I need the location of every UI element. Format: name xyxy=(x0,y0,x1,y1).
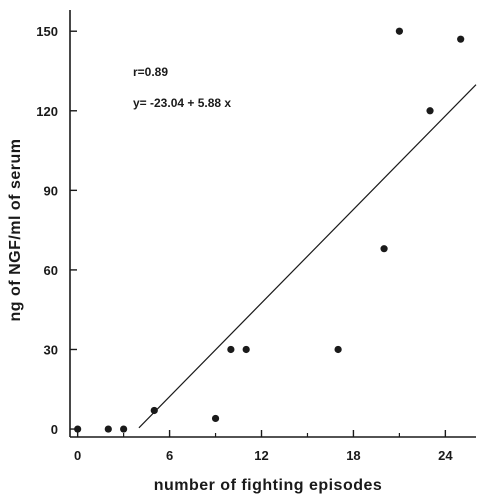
ticks xyxy=(70,30,447,437)
data-point xyxy=(426,107,434,115)
y-tick-label: 0 xyxy=(51,422,58,437)
y-tick-label: 120 xyxy=(36,104,58,119)
tick-labels: 0 30 60 90 120 150 0 6 12 18 24 xyxy=(36,24,453,463)
data-point xyxy=(120,425,128,433)
y-axis-label: ng of NGF/ml of serum xyxy=(7,139,24,322)
y-tick-label: 30 xyxy=(44,342,58,357)
x-tick-label: 18 xyxy=(346,448,360,463)
regression-equation-annotation: y= -23.04 + 5.88 x xyxy=(133,96,231,110)
axes xyxy=(69,10,476,438)
correlation-annotation: r=0.89 xyxy=(133,65,168,79)
data-point xyxy=(104,425,112,433)
data-point xyxy=(227,345,235,354)
y-tick-label: 90 xyxy=(44,183,58,198)
data-point xyxy=(74,425,82,433)
regression-line xyxy=(138,84,477,429)
data-points xyxy=(74,27,465,433)
data-point xyxy=(395,27,403,35)
data-point xyxy=(334,345,342,354)
data-point xyxy=(242,345,250,354)
x-tick-label: 24 xyxy=(438,448,453,463)
x-tick-label: 0 xyxy=(74,448,81,463)
x-axis-label: number of fighting episodes xyxy=(154,477,383,494)
x-tick-label: 6 xyxy=(166,448,173,463)
data-point xyxy=(457,35,465,43)
data-point xyxy=(211,414,220,423)
data-point xyxy=(380,245,388,253)
y-tick-label: 60 xyxy=(44,263,58,278)
x-tick-label: 12 xyxy=(254,448,268,463)
data-point xyxy=(150,406,158,415)
y-tick-label: 150 xyxy=(36,24,58,39)
